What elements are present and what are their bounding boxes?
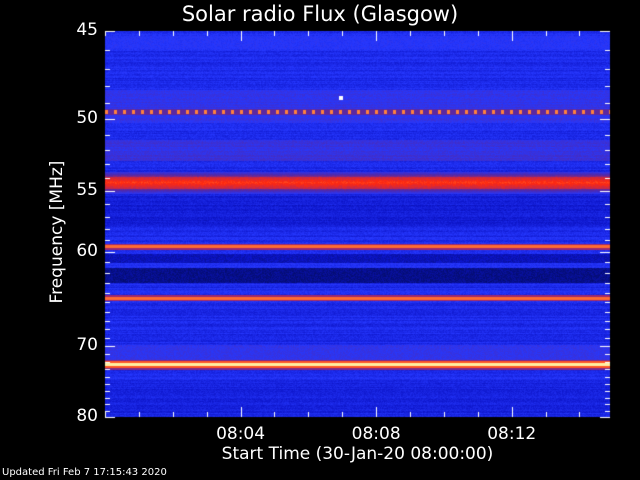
y-tick-label: 60 [76,240,98,261]
x-tick-label: 08:04 [216,424,266,444]
y-tick-label: 45 [76,20,98,40]
chart-title: Solar radio Flux (Glasgow) [181,2,459,26]
updated-timestamp: Updated Fri Feb 7 17:15:43 2020 [2,467,167,478]
y-tick-label: 55 [76,180,98,201]
x-tick-label: 08:08 [351,424,401,444]
x-tick-label: 08:12 [487,424,537,444]
y-tick-label: 70 [76,335,98,356]
y-tick-label: 50 [76,108,98,129]
x-axis-label: Start Time (30-Jan-20 08:00:00) [221,444,494,464]
y-tick-label: 80 [76,406,98,426]
